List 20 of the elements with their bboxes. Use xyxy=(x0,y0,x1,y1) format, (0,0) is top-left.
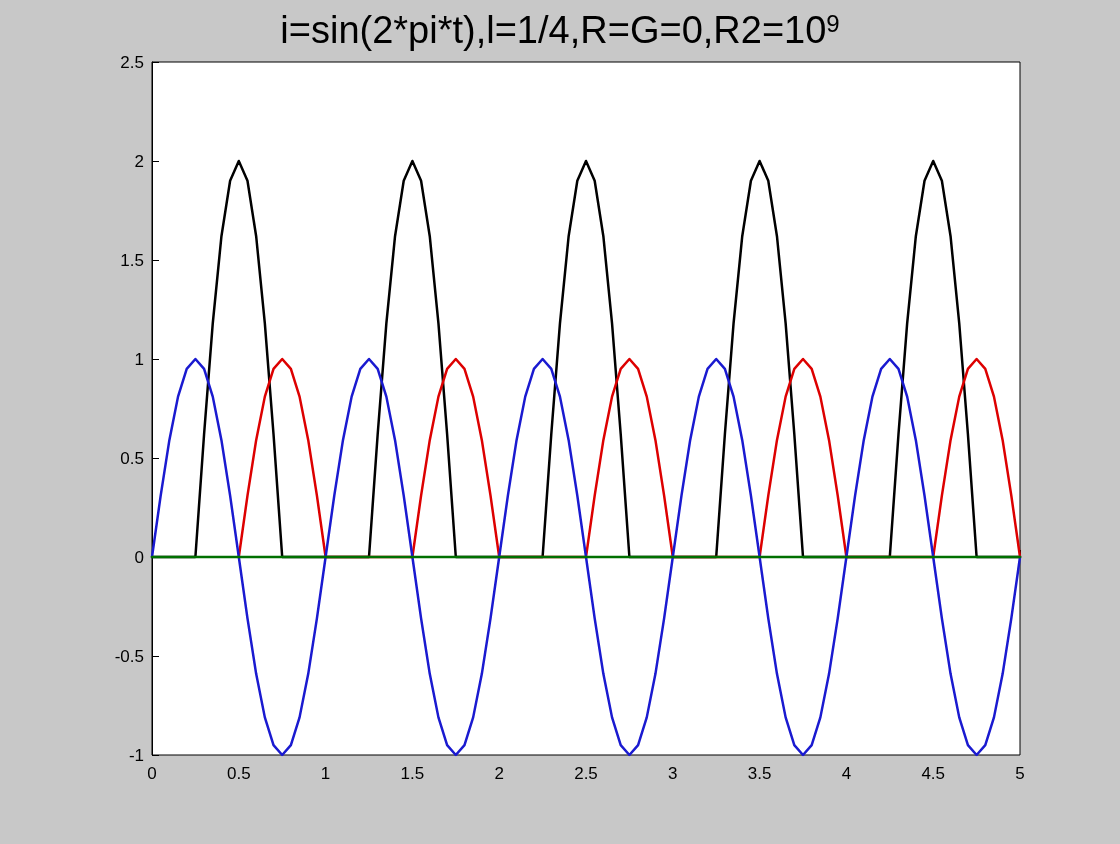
x-tick-label: 5 xyxy=(1015,764,1025,783)
x-tick-label: 0.5 xyxy=(226,764,251,783)
x-tick-label: 0 xyxy=(147,764,157,783)
x-tick-label: 2.5 xyxy=(574,764,598,783)
y-tick-label: 1 xyxy=(134,349,144,369)
y-tick-label: 0.5 xyxy=(120,448,144,468)
x-tick-label: 4 xyxy=(841,764,852,783)
x-tick-label: 3 xyxy=(668,764,678,783)
y-tick-label: 0 xyxy=(134,547,144,567)
x-tick-label: 1.5 xyxy=(400,764,425,783)
y-tick-label: -1 xyxy=(128,745,144,765)
y-tick-label: -0.5 xyxy=(114,646,144,666)
y-tick-label: 2 xyxy=(134,151,144,171)
x-tick-label: 4.5 xyxy=(921,764,946,783)
x-tick-label: 3.5 xyxy=(747,764,772,783)
x-tick-label: 2 xyxy=(494,764,504,783)
y-tick-label: 1.5 xyxy=(120,250,144,270)
y-tick-label: 2.5 xyxy=(120,52,144,72)
x-tick-label: 1 xyxy=(320,764,331,783)
line-series xyxy=(150,357,1022,757)
